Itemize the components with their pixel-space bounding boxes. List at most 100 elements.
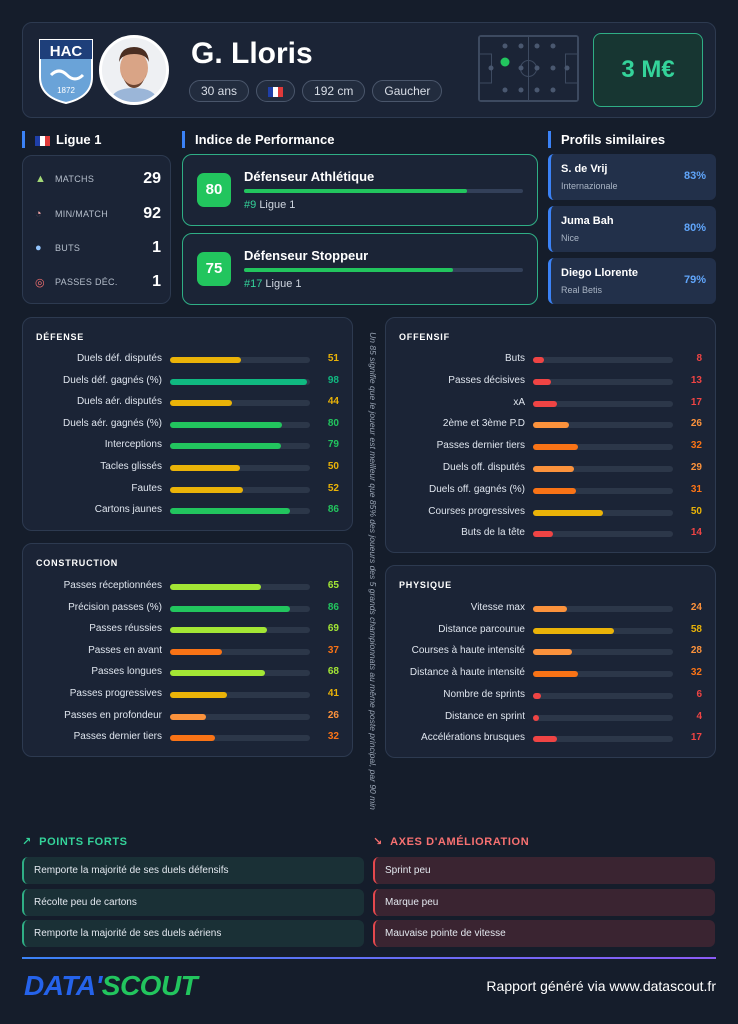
stat-bar-fill [170, 627, 267, 633]
stat-row: Passes réussies 69 [23, 623, 354, 637]
stat-row: Vitesse max 24 [386, 602, 717, 616]
stat-bar-track [533, 606, 673, 612]
age-chip: 30 ans [189, 80, 249, 102]
stat-bar-track [170, 400, 310, 406]
strength-item: Remporte la majorité de ses duels aérien… [22, 920, 364, 947]
stat-label: Buts de la tête [386, 527, 525, 538]
performance-score: 80 [197, 173, 231, 207]
section-title: OFFENSIF [399, 332, 450, 342]
stat-bar-track [533, 488, 673, 494]
stat-label: Passes dernier tiers [386, 440, 525, 451]
similar-player-card[interactable]: S. de Vrij Internazionale 83% [548, 154, 716, 200]
stat-row: Duels off. gagnés (%) 31 [386, 484, 717, 498]
stat-label: Duels aér. gagnés (%) [23, 418, 162, 429]
similar-player-name: Diego Llorente [561, 267, 638, 279]
stat-value: 28 [672, 645, 702, 656]
france-flag-icon [268, 87, 283, 97]
stat-bar-fill [170, 735, 215, 741]
stat-bar-track [170, 714, 310, 720]
performance-role: Défenseur Stoppeur [244, 248, 368, 263]
stat-bar-track [533, 736, 673, 742]
target-icon: ◎ [35, 276, 49, 289]
stat-value: 26 [309, 710, 339, 721]
stat-label: Passes progressives [23, 688, 162, 699]
stat-bar-track [170, 487, 310, 493]
stopwatch-icon: ◔ [35, 208, 49, 220]
trend-down-icon: ↘ [373, 836, 383, 848]
stat-bar-fill [170, 400, 232, 406]
stat-row: Duels aér. gagnés (%) 80 [23, 418, 354, 432]
stat-value: 17 [672, 732, 702, 743]
stat-bar-fill [170, 606, 290, 612]
stat-label: Interceptions [23, 439, 162, 450]
market-value: 3 M€ [593, 33, 703, 107]
similarity-percent: 80% [684, 222, 706, 234]
stat-row: Passes dernier tiers 32 [23, 731, 354, 745]
improvement-item: Marque peu [373, 889, 715, 916]
stat-bar-fill [533, 444, 578, 450]
strength-item: Récolte peu de cartons [22, 889, 364, 916]
stat-label: Duels aér. disputés [23, 396, 162, 407]
stat-value: 14 [672, 527, 702, 538]
stat-bar-track [533, 628, 673, 634]
stat-bar-fill [533, 488, 576, 494]
stat-value: 98 [309, 375, 339, 386]
similar-player-name: Juma Bah [561, 215, 614, 227]
stat-label: Passes longues [23, 666, 162, 677]
stat-bar-fill [533, 357, 544, 363]
improvement-item: Sprint peu [373, 857, 715, 884]
player-avatar [99, 35, 169, 105]
stat-row: Passes dernier tiers 32 [386, 440, 717, 454]
stat-label: Courses progressives [386, 506, 525, 517]
stat-label: Passes décisives [386, 375, 525, 386]
stat-value: 17 [672, 397, 702, 408]
stat-label: Passes réceptionnées [23, 580, 162, 591]
stat-value: 4 [672, 711, 702, 722]
stat-value: 51 [309, 353, 339, 364]
stat-value: 79 [309, 439, 339, 450]
stat-bar-fill [533, 628, 614, 634]
stat-row: Distance parcourue 58 [386, 624, 717, 638]
stat-bar-fill [533, 736, 557, 742]
performance-bar [244, 189, 523, 193]
stat-value: 31 [672, 484, 702, 495]
stat-value: 50 [309, 461, 339, 472]
stat-row: Fautes 52 [23, 483, 354, 497]
stat-bar-track [170, 443, 310, 449]
stat-row: Passes réceptionnées 65 [23, 580, 354, 594]
stat-label: Fautes [23, 483, 162, 494]
stat-bar-fill [533, 606, 567, 612]
stat-label: Duels off. gagnés (%) [386, 484, 525, 495]
performance-title: Indice de Performance [182, 131, 334, 148]
stat-label: Passes en profondeur [23, 710, 162, 721]
similar-player-club: Nice [561, 233, 579, 243]
stat-bar-track [533, 693, 673, 699]
stat-label: Buts [386, 353, 525, 364]
similar-player-card[interactable]: Juma Bah Nice 80% [548, 206, 716, 252]
stat-label: Distance en sprint [386, 711, 525, 722]
similar-player-card[interactable]: Diego Llorente Real Betis 79% [548, 258, 716, 304]
stat-label: Nombre de sprints [386, 689, 525, 700]
stat-bar-track [170, 649, 310, 655]
section-title: PHYSIQUE [399, 580, 452, 590]
similar-player-club: Internazionale [561, 181, 618, 191]
stat-bar-track [533, 531, 673, 537]
performance-card: 75 Défenseur Stoppeur #17 Ligue 1 [182, 233, 538, 305]
stat-value: 44 [309, 396, 339, 407]
stat-bar-fill [170, 443, 281, 449]
stat-bar-track [533, 401, 673, 407]
stat-bar-track [533, 649, 673, 655]
stat-row: Courses à haute intensité 28 [386, 645, 717, 659]
stat-bar-fill [170, 357, 241, 363]
stat-row-matches: ▲ MATCHS 29 [35, 169, 161, 189]
stat-bar-fill [170, 670, 265, 676]
player-header: HAC 1872 G. Lloris 30 ans 192 cm Gaucher [22, 22, 716, 118]
stat-bar-track [170, 627, 310, 633]
physical-stats-box: PHYSIQUE Vitesse max 24 Distance parcourue… [385, 565, 716, 758]
stat-label: Cartons jaunes [23, 504, 162, 515]
stat-label: Passes réussies [23, 623, 162, 634]
stat-row: Distance à haute intensité 32 [386, 667, 717, 681]
player-name: G. Lloris [191, 37, 313, 71]
stat-bar-track [170, 670, 310, 676]
stat-row: Duels off. disputés 29 [386, 462, 717, 476]
